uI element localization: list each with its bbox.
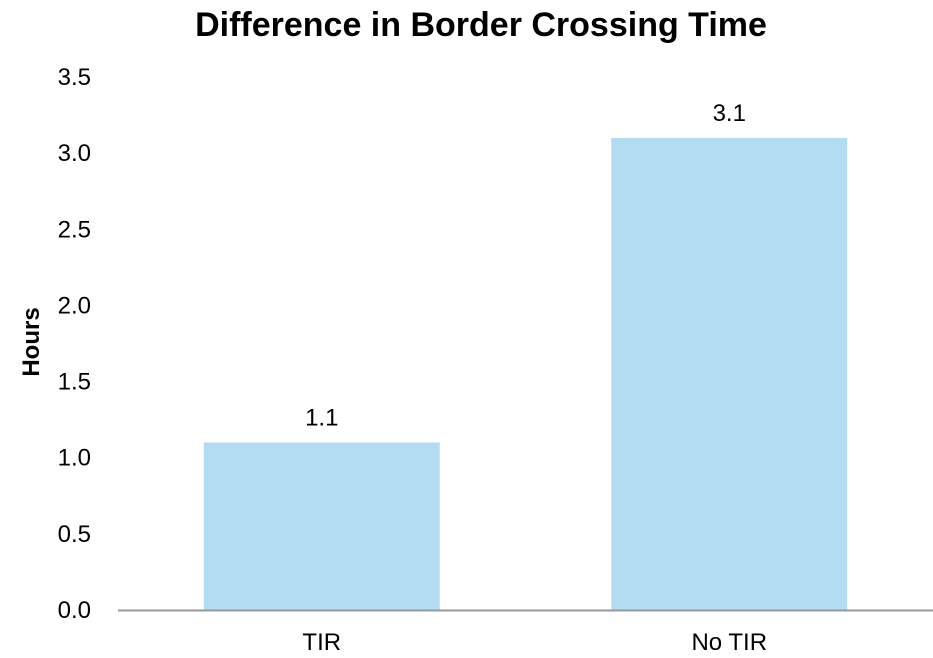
y-axis-title: Hours xyxy=(18,307,45,376)
y-tick-label: 3.5 xyxy=(58,64,91,91)
y-tick-label: 2.5 xyxy=(58,216,91,243)
bar-no-tir xyxy=(611,137,848,610)
y-tick-label: 1.5 xyxy=(58,369,91,396)
data-label: 1.1 xyxy=(305,404,338,431)
y-tick-label: 2.0 xyxy=(58,292,91,319)
bar-tir xyxy=(203,442,440,610)
x-axis-category-labels: TIR No TIR xyxy=(302,629,767,656)
y-tick-label: 0.0 xyxy=(58,597,91,624)
data-label: 3.1 xyxy=(713,100,746,127)
y-axis-ticks: 0.0 0.5 1.0 1.5 2.0 2.5 3.0 3.5 xyxy=(58,64,91,624)
y-tick-label: 1.0 xyxy=(58,445,91,472)
x-category-label: No TIR xyxy=(691,629,767,656)
y-tick-label: 0.5 xyxy=(58,521,91,548)
chart-title: Difference in Border Crossing Time xyxy=(195,6,767,44)
bars: 1.1 3.1 xyxy=(203,100,848,610)
x-category-label: TIR xyxy=(302,629,341,656)
y-tick-label: 3.0 xyxy=(58,140,91,167)
